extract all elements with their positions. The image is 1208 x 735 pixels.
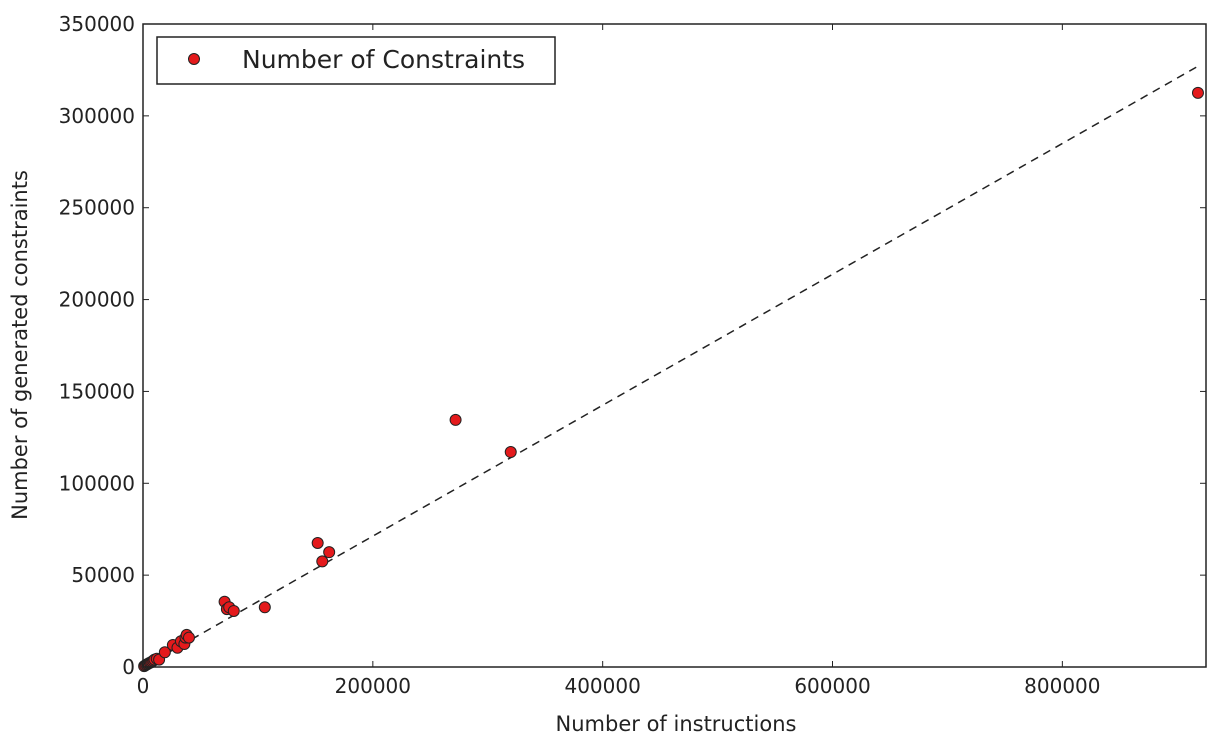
data-point <box>316 555 329 568</box>
y-tick-label: 200000 <box>59 288 135 312</box>
data-point <box>1191 86 1204 99</box>
x-tick-label: 800000 <box>1024 674 1100 698</box>
legend-marker <box>188 53 200 65</box>
data-points <box>138 86 1204 673</box>
x-tick-label: 400000 <box>564 674 640 698</box>
fit-line <box>142 65 1199 668</box>
data-point <box>311 536 324 549</box>
axis-ticks: 0 200000 400000 600000 800000 0 50000 100000 150… <box>59 12 1206 698</box>
y-tick-label: 300000 <box>59 104 135 128</box>
plot-frame <box>142 23 1207 668</box>
y-tick-label: 150000 <box>59 379 135 403</box>
data-point <box>323 546 336 559</box>
data-point <box>227 604 240 617</box>
y-tick-label: 100000 <box>59 471 135 495</box>
y-tick-label: 0 <box>122 655 135 679</box>
legend-box <box>156 36 556 85</box>
legend: Number of Constraints <box>156 36 556 85</box>
x-tick-label: 600000 <box>794 674 870 698</box>
y-tick-label: 350000 <box>59 12 135 36</box>
data-point <box>258 601 271 614</box>
x-tick-label: 200000 <box>335 674 411 698</box>
y-tick-label: 250000 <box>59 196 135 220</box>
data-point <box>449 413 462 426</box>
fit-line-layer <box>142 65 1199 668</box>
data-point <box>504 446 517 459</box>
data-point <box>182 631 195 644</box>
x-axis-label: Number of instructions <box>556 712 797 735</box>
x-tick-label: 0 <box>137 674 150 698</box>
y-tick-label: 50000 <box>71 563 135 587</box>
data-point <box>158 646 171 659</box>
y-axis-label: Number of generated constraints <box>8 170 32 520</box>
legend-label: Number of Constraints <box>242 45 525 74</box>
